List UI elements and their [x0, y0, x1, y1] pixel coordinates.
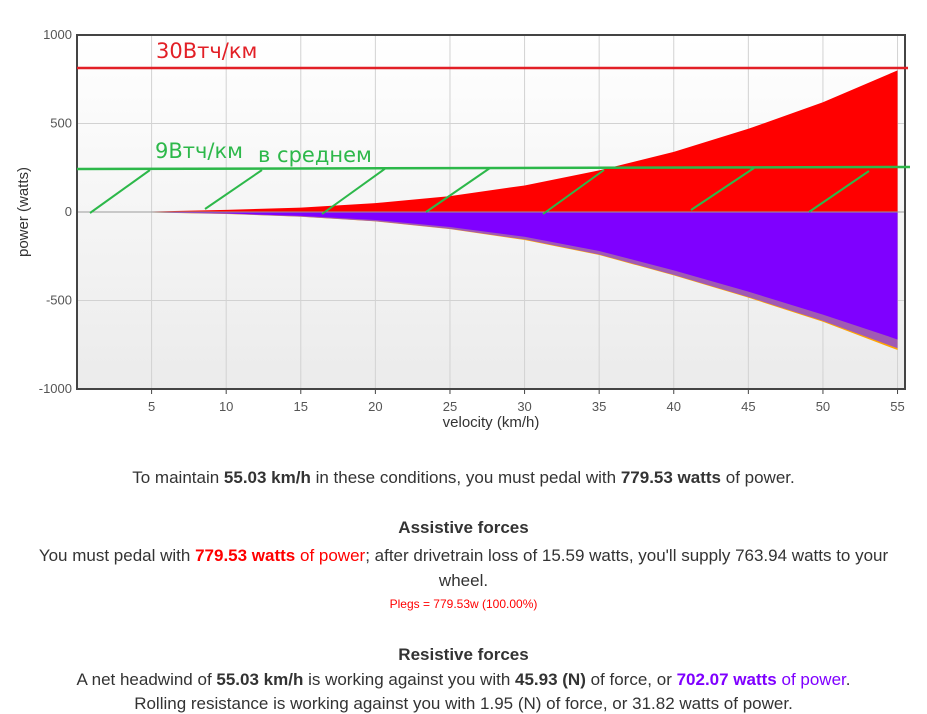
- data-series: [77, 70, 898, 351]
- y-tick-label: -1000: [39, 381, 72, 396]
- summary-speed: 55.03 km/h: [223, 468, 311, 487]
- headwind-speed: 55.03 km/h: [216, 670, 304, 689]
- annotation-hatch-marks: [89, 167, 870, 215]
- annotation-9wh-label: 9Втч/км: [155, 139, 243, 163]
- x-tick-label: 20: [368, 399, 382, 414]
- series-area-1: [77, 212, 898, 340]
- y-axis-title: power (watts): [15, 167, 32, 257]
- summary-power: 779.53 watts: [620, 468, 722, 487]
- x-tick-label: 55: [890, 399, 904, 414]
- resistive-forces-heading: Resistive forces: [398, 645, 529, 664]
- summary-text: To maintain 55.03 km/h in these conditio…: [132, 468, 795, 487]
- assistive-forces-text: You must pedal with 779.53 watts of powe…: [38, 546, 889, 590]
- annotation-average-label: в среднем: [258, 143, 372, 167]
- annotation-green-line: [76, 165, 911, 171]
- rolling-resistance-text: Rolling resistance is working against yo…: [134, 694, 793, 713]
- axis-ticks: 5 10 15 20 25 30 35 40 45 50 55 1000 500 0 -500 -1000: [39, 27, 905, 414]
- x-tick-label: 45: [741, 399, 755, 414]
- x-tick-label: 50: [816, 399, 830, 414]
- assistive-power: 779.53 watts: [195, 546, 296, 565]
- x-tick-label: 5: [148, 399, 155, 414]
- x-tick-label: 15: [294, 399, 308, 414]
- resistive-forces-text: A net headwind of 55.03 km/h is working …: [76, 670, 851, 689]
- y-tick-label: -500: [46, 293, 72, 308]
- power-chart: 5 10 15 20 25 30 35 40 45 50 55 1000 500 0 -500 -1000 v…: [15, 27, 911, 431]
- plegs-note: Plegs = 779.53w (100.00%): [389, 597, 538, 611]
- y-tick-label: 0: [65, 204, 72, 219]
- series-area-0: [77, 70, 898, 213]
- headwind-force: 45.93 (N): [515, 670, 586, 689]
- x-tick-label: 25: [443, 399, 457, 414]
- x-tick-label: 40: [667, 399, 681, 414]
- assistive-forces-heading: Assistive forces: [398, 518, 529, 537]
- headwind-power: 702.07 watts: [676, 670, 777, 689]
- x-tick-label: 10: [219, 399, 233, 414]
- x-tick-label: 30: [517, 399, 531, 414]
- x-tick-label: 35: [592, 399, 606, 414]
- x-axis-title: velocity (km/h): [443, 414, 540, 431]
- plot-frame: [76, 34, 906, 390]
- y-tick-label: 1000: [43, 27, 72, 42]
- annotation-30wh-label: 30Втч/км: [156, 39, 257, 63]
- y-tick-label: 500: [50, 116, 72, 131]
